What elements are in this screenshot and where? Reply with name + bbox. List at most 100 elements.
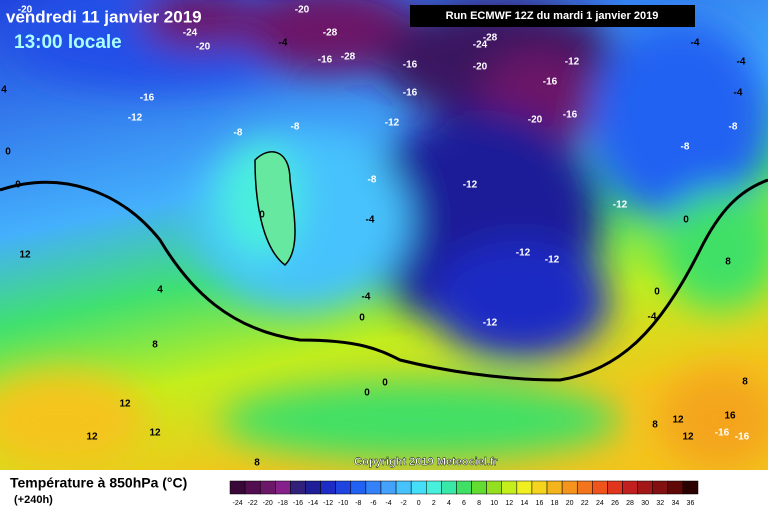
colorbar-cell (486, 480, 502, 495)
colorbar-label: 24 (596, 500, 604, 507)
contour-label: -28 (483, 33, 498, 44)
colorbar-cell (380, 480, 397, 495)
contour-label: 4 (157, 285, 163, 296)
colorbar-cell (305, 480, 321, 495)
colorbar-cell (516, 480, 533, 495)
colorbar-label: 26 (611, 500, 619, 507)
colorbar-label: -4 (385, 500, 391, 507)
date: vendredi 11 janvier 2019 (6, 7, 202, 26)
copyright: Copyright 2019 Meteociel.fr (354, 456, 498, 468)
colorbar-label: 2 (432, 500, 436, 507)
contour-label: -20 (18, 5, 33, 16)
contour-label: -12 (385, 118, 400, 129)
colorbar-cell (471, 480, 487, 495)
contour-label: 0 (382, 378, 388, 389)
contour-label: -4 (279, 38, 288, 49)
contour-label: -4 (362, 292, 371, 303)
colorbar-cell (682, 480, 699, 495)
colorbar-label: -8 (355, 500, 361, 507)
colorbar-cell (456, 480, 472, 495)
colorbar-cell (667, 480, 684, 495)
colorbar-label: 6 (462, 500, 466, 507)
contour-label: 12 (672, 415, 684, 426)
contour-label: -4 (734, 88, 743, 99)
colorbar-cell (441, 480, 457, 495)
colorbar-cell (546, 480, 563, 495)
contour-label: -16 (140, 93, 155, 104)
contour-label: -4 (648, 312, 657, 323)
contour-label: -4 (691, 38, 700, 49)
contour-label: -4 (366, 215, 375, 226)
contour-label: -12 (516, 248, 531, 259)
colorbar-label: 36 (687, 500, 695, 507)
contour-labels: -20-24-20-20-4-28-16 -28-16-16-20-24-28-1… (1, 5, 749, 469)
colorbar-label: -6 (370, 500, 376, 507)
contour-label: -16 (318, 55, 333, 66)
colorbar-label: -14 (308, 500, 318, 507)
colorbar-label: 18 (551, 500, 559, 507)
contour-label: 12 (19, 250, 31, 261)
contour-label: 0 (5, 147, 11, 158)
colorbar-cell (275, 480, 291, 495)
time: 13:00 locale (14, 32, 122, 53)
contour-label: 0 (364, 388, 370, 399)
colorbar-cell (290, 480, 306, 495)
colorbar-cell (501, 480, 518, 495)
contour-label: -12 (128, 113, 143, 124)
colorbar-cell (592, 480, 608, 495)
contour-label: 8 (742, 377, 748, 388)
contour-label: -8 (291, 122, 300, 133)
contour-label: -16 (563, 110, 578, 121)
run-box (410, 5, 695, 27)
contour-label: 0 (259, 210, 265, 221)
contour-label: -8 (234, 128, 243, 139)
contour-label: -16 (735, 432, 750, 443)
contour-label: -20 (473, 62, 488, 73)
contour-label: -20 (528, 115, 543, 126)
colorbar-cell (395, 480, 412, 495)
colorbar-label: -22 (248, 500, 258, 507)
contour-label: 12 (86, 432, 98, 443)
contour-label: -8 (368, 175, 377, 186)
colorbar-label: -2 (400, 500, 406, 507)
colorbar-cell (652, 480, 669, 495)
colorbar-label: 0 (417, 500, 421, 507)
contour-label: -4 (737, 57, 746, 68)
colorbar-cell (350, 480, 367, 495)
contour-label: 12 (119, 399, 131, 410)
colorbar-label: 22 (581, 500, 589, 507)
colorbar-label: -24 (232, 500, 242, 507)
legend-title: Température à 850hPa (°C) (10, 475, 187, 491)
colorbar-label: 4 (447, 500, 451, 507)
contour-label: 0 (683, 215, 689, 226)
contour-label: -24 (473, 40, 488, 51)
contour-label: 4 (1, 85, 7, 96)
contour-label: -20 (295, 5, 310, 16)
contour-label: -20 (196, 42, 211, 53)
contour-label: -8 (681, 142, 690, 153)
contour-label: -24 (183, 28, 198, 39)
contour-label: 0 (15, 180, 21, 191)
contour-label: -28 (323, 28, 338, 39)
colorbar-cell (637, 480, 653, 495)
colorbar-label: 32 (656, 500, 664, 507)
colorbar-label: 20 (566, 500, 574, 507)
contour-label: 12 (149, 428, 161, 439)
contour-label: -12 (483, 318, 498, 329)
colorbar-label: -10 (338, 500, 348, 507)
colorbar-cell (426, 480, 442, 495)
contour-label: 8 (652, 420, 658, 431)
colorbar: -24 -22 -20 -18 -16 -14 -12 -10 -8 -6 -4 -2 0 2 4 6 8 10 1… (229, 480, 699, 507)
contour-label: -16 (543, 77, 558, 88)
contour-label: 0 (359, 313, 365, 324)
landmass (254, 151, 296, 266)
colorbar-cell (244, 480, 261, 495)
colorbar-label: 16 (536, 500, 544, 507)
contour-label: -16 (403, 60, 418, 71)
colorbar-cell (410, 480, 427, 495)
colorbar-label: -12 (323, 500, 333, 507)
zero-isotherm (0, 178, 768, 382)
colorbar-label: -20 (263, 500, 273, 507)
contour-label: -12 (463, 180, 478, 191)
